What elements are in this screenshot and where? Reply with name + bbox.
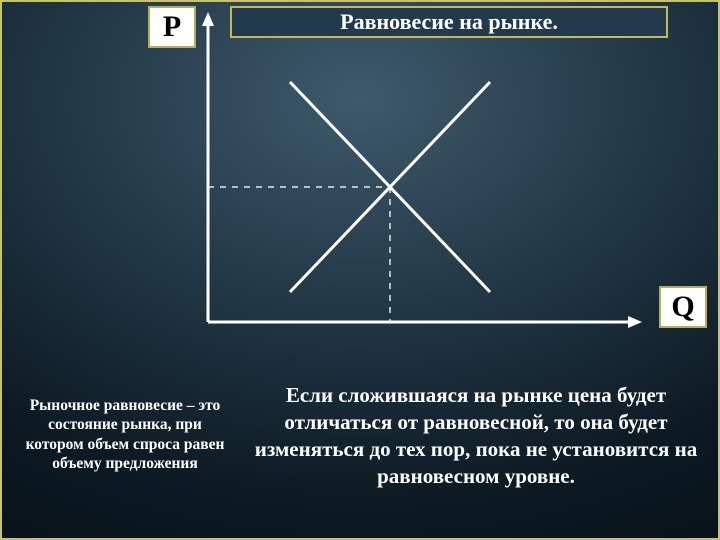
x-axis-label: Q: [671, 290, 694, 323]
slide: P Равновесие на рынке. Q Рыночное равнов…: [0, 0, 720, 540]
definition-text: Рыночное равновесие – это состояние рынк…: [20, 396, 230, 474]
explanation-text: Если сложившаяся на рынке цена будет отл…: [250, 382, 702, 490]
equilibrium-chart: [142, 2, 672, 352]
